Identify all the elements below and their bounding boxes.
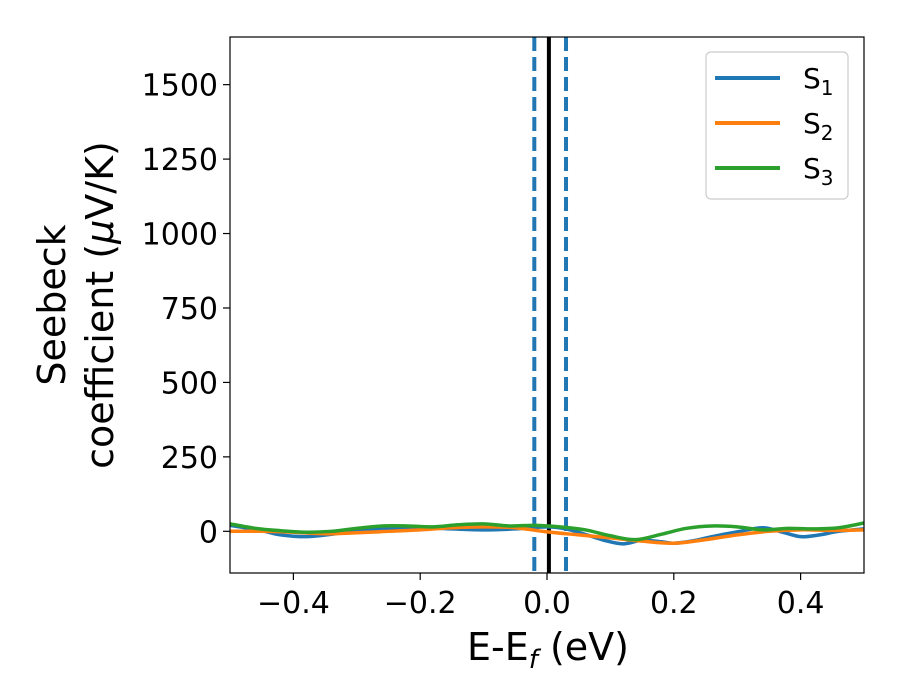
x-axis-title-unit: (eV) [538,625,629,669]
series-line-s2 [230,525,864,545]
legend-label-s1: S1 [803,62,834,100]
y-axis-title-unit: V/K) [78,141,122,220]
x-tick-label: 0.0 [523,586,571,621]
y-axis-title-line1: Seebeck [30,224,74,385]
y-axis-title-line2: coefficient (μV/K) [78,141,122,469]
y-tick-label: 0 [199,515,218,550]
x-tick-label: 0.2 [650,586,698,621]
y-tick-label: 1000 [142,218,218,253]
x-tick-label: −0.4 [257,586,330,621]
y-axis-title-mu: μ [78,220,122,245]
y-tick-label: 1250 [142,143,218,178]
x-axis-title: E-Ef (eV) [467,625,629,675]
y-tick-label: 750 [161,292,218,327]
plot-area [229,36,865,574]
y-tick-label: 500 [161,366,218,401]
y-axis-ticks: 0 250 500 750 1000 1250 1500 [142,69,230,550]
y-tick-label: 250 [161,441,218,476]
legend-box [705,51,849,200]
plot-frame [229,36,865,574]
legend-label-s3: S3 [803,152,834,190]
legend-label-s2: S2 [803,107,834,145]
x-axis-ticks: −0.4 −0.2 0.0 0.2 0.4 [257,573,824,621]
x-tick-label: 0.4 [777,586,825,621]
x-tick-label: −0.2 [384,586,457,621]
series-line-s3 [230,521,864,542]
y-tick-label: 1500 [142,69,218,104]
legend: S1 S2 S3 [705,51,849,200]
